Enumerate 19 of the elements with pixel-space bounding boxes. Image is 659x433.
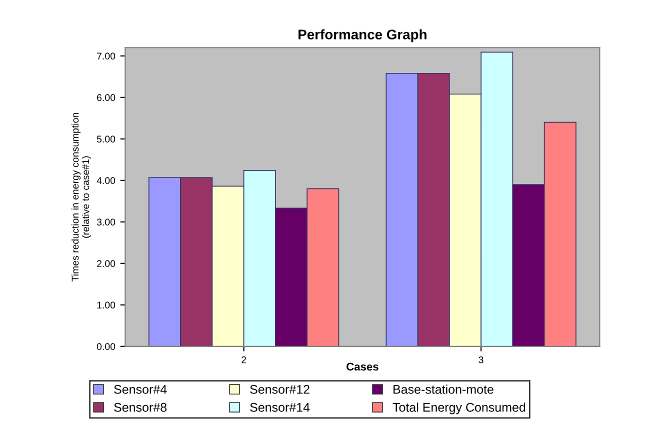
y-tick-label: 4.00 [96,177,116,184]
x-axis-title: Cases [346,362,378,371]
y-tick-label: 6.00 [97,94,116,102]
legend-label: Base-station-mote [394,384,494,394]
legend-label: Sensor#14 [250,402,310,412]
legend-label: Sensor#8 [114,402,167,412]
y-tick-label: 7.00 [97,52,116,60]
y-tick-label: 2.00 [97,260,116,268]
y-tick-label: 3.00 [96,218,116,226]
y-axis-title: Times reduction in energy consumption (relative to case#1) [71,112,92,282]
y-tick-label: 1.00 [97,302,116,309]
legend-label: Sensor#12 [250,384,310,394]
legend-label: Total Energy Consumed [392,402,526,414]
x-tick-label: 3 [478,356,484,364]
legend-label: Sensor#4 [114,384,167,394]
x-tick-label: 2 [242,356,246,364]
chart-title: Performance Graph [298,29,426,42]
y-tick-label: 0.00 [96,343,116,350]
y-tick-label: 5.00 [96,136,116,143]
